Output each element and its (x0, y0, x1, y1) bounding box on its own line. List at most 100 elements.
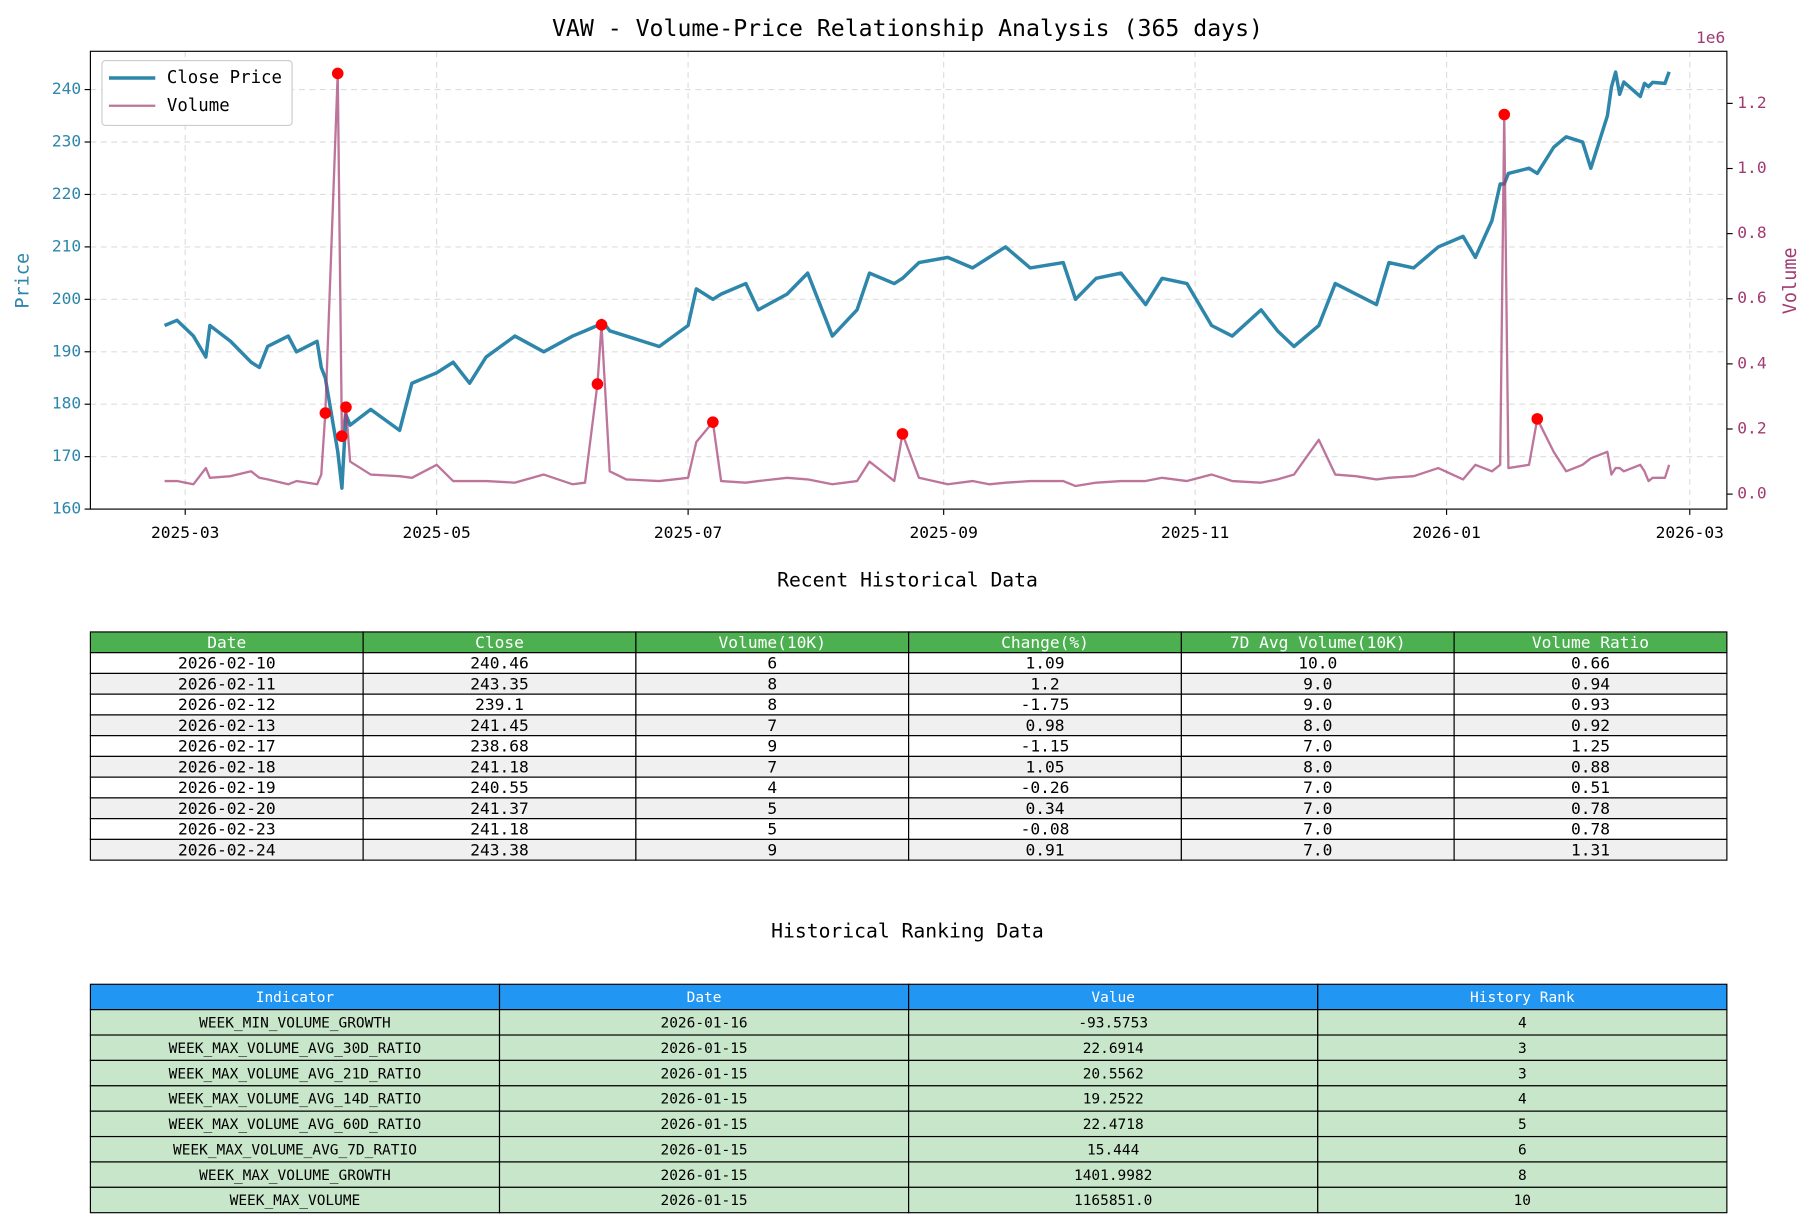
legend-label: Close Price (167, 68, 282, 88)
table-cell (89, 1085, 501, 1112)
cell-text: 9.0 (1303, 695, 1332, 714)
cell-text: 0.93 (1571, 695, 1610, 714)
x-tick-label: 2026-01 (1412, 523, 1480, 542)
cell-text: 19.2522 (1083, 1092, 1144, 1108)
cell-text: 22.4718 (1083, 1117, 1144, 1133)
cell-text: 0.66 (1571, 654, 1610, 673)
cell-text: 15.444 (1087, 1142, 1140, 1158)
cell-text: 7 (767, 757, 777, 776)
volume-spike (340, 401, 352, 413)
cell-text: WEEK_MIN_VOLUME_GROWTH (199, 1016, 391, 1032)
x-tick-label: 2025-11 (1161, 523, 1229, 542)
y2-tick-label: 1.2 (1737, 93, 1766, 112)
y2-tick-label: 1.0 (1737, 158, 1766, 177)
header-text: Indicator (256, 990, 335, 1006)
table-cell (498, 1186, 910, 1214)
cell-text: 2026-01-15 (661, 1168, 748, 1184)
table-cell (89, 1034, 501, 1061)
y2-tick-label: 0.6 (1737, 288, 1766, 307)
table-cell (1317, 1186, 1728, 1214)
cell-text: 1.25 (1571, 737, 1610, 756)
header-text: Date (207, 633, 246, 652)
header-cell (908, 983, 1319, 1011)
y-tick-label: 180 (52, 394, 81, 413)
cell-text: 2026-01-15 (661, 1142, 748, 1158)
cell-text: 2026-02-23 (178, 820, 276, 839)
cell-text: 2026-02-17 (178, 737, 276, 756)
cell-text: 8 (767, 695, 777, 714)
x-tick-label: 2025-09 (909, 523, 977, 542)
cell-text: 7.0 (1303, 737, 1332, 756)
legend-label: Volume (167, 96, 230, 116)
cell-text: 20.5562 (1083, 1066, 1144, 1082)
cell-text: 0.78 (1571, 820, 1610, 839)
table-cell (1317, 1085, 1728, 1112)
cell-text: 0.91 (1025, 840, 1064, 859)
header-text: Change(%) (1001, 633, 1089, 652)
cell-text: WEEK_MAX_VOLUME (230, 1193, 361, 1209)
header-text: Volume Ratio (1532, 633, 1649, 652)
cell-text: 9.0 (1303, 674, 1332, 693)
cell-text: WEEK_MAX_VOLUME_AVG_30D_RATIO (169, 1041, 422, 1057)
volume-spike (896, 428, 909, 440)
y2-axis-label: Volume (1780, 247, 1801, 314)
line-series (164, 72, 1671, 488)
table-cell (1453, 838, 1728, 861)
cell-text: 6 (1518, 1142, 1527, 1158)
cell-text: 243.38 (470, 840, 529, 859)
cell-text: 2026-01-16 (661, 1016, 748, 1032)
cell-text: 2026-01-15 (661, 1066, 748, 1082)
cell-text: WEEK_MAX_VOLUME_AVG_14D_RATIO (169, 1092, 422, 1108)
cell-text: 10 (1514, 1193, 1531, 1209)
table-cell (1317, 1135, 1728, 1163)
table-cell (908, 1161, 1319, 1188)
cell-text: 2026-01-15 (661, 1041, 748, 1057)
table-cell (498, 1009, 910, 1036)
x-tick-label: 2025-05 (402, 523, 470, 542)
y2-tick-label: 0.2 (1737, 418, 1766, 437)
chart-title: VAW - Volume-Price Relationship Analysis… (552, 15, 1263, 42)
volume-spike (591, 378, 604, 390)
table-cell (908, 1186, 1319, 1214)
cell-text: 7.0 (1303, 799, 1332, 818)
cell-text: 239.1 (475, 695, 524, 714)
cell-text: 0.78 (1571, 799, 1610, 818)
header-text: 7D Avg Volume(10K) (1230, 633, 1406, 652)
cell-text: 1.31 (1571, 840, 1610, 859)
cell-text: -1.75 (1021, 695, 1070, 714)
cell-text: 240.46 (470, 654, 529, 673)
header-text: Date (687, 990, 722, 1006)
header-text: Value (1091, 990, 1135, 1006)
y-tick-label: 160 (52, 499, 81, 518)
volume-spike (336, 430, 348, 442)
table-cell (89, 1110, 501, 1138)
volume-spike (1531, 413, 1544, 425)
y-tick-label: 210 (52, 236, 81, 255)
cell-text: 4 (1518, 1092, 1527, 1108)
cell-text: 8.0 (1303, 757, 1332, 776)
cell-text: 0.94 (1571, 674, 1610, 693)
y-axis-label: Price (13, 253, 34, 309)
table-cell (89, 1009, 501, 1036)
cell-text: WEEK_MAX_VOLUME_AVG_7D_RATIO (173, 1142, 417, 1158)
cell-text: 2026-02-24 (178, 840, 276, 859)
cell-text: 5 (767, 799, 777, 818)
cell-text: 8 (767, 674, 777, 693)
y2-tick-label: 0.8 (1737, 223, 1766, 242)
cell-text: 10.0 (1298, 654, 1337, 673)
table-cell (89, 1059, 501, 1087)
cell-text: 1.09 (1025, 654, 1064, 673)
plot-frame (89, 50, 1728, 510)
cell-text: -1.15 (1021, 737, 1070, 756)
cell-text: 9 (767, 840, 777, 859)
cell-text: 2026-02-19 (178, 778, 276, 797)
header-text: History Rank (1470, 990, 1575, 1006)
table-cell (1317, 1059, 1728, 1087)
cell-text: 2026-01-15 (661, 1193, 748, 1209)
cell-text: 4 (1518, 1016, 1527, 1032)
cell-text: 7.0 (1303, 820, 1332, 839)
cell-text: 1165851.0 (1074, 1193, 1152, 1209)
cell-text: 7 (767, 716, 777, 735)
y-tick-label: 220 (52, 184, 81, 203)
table-cell (1317, 1034, 1728, 1061)
